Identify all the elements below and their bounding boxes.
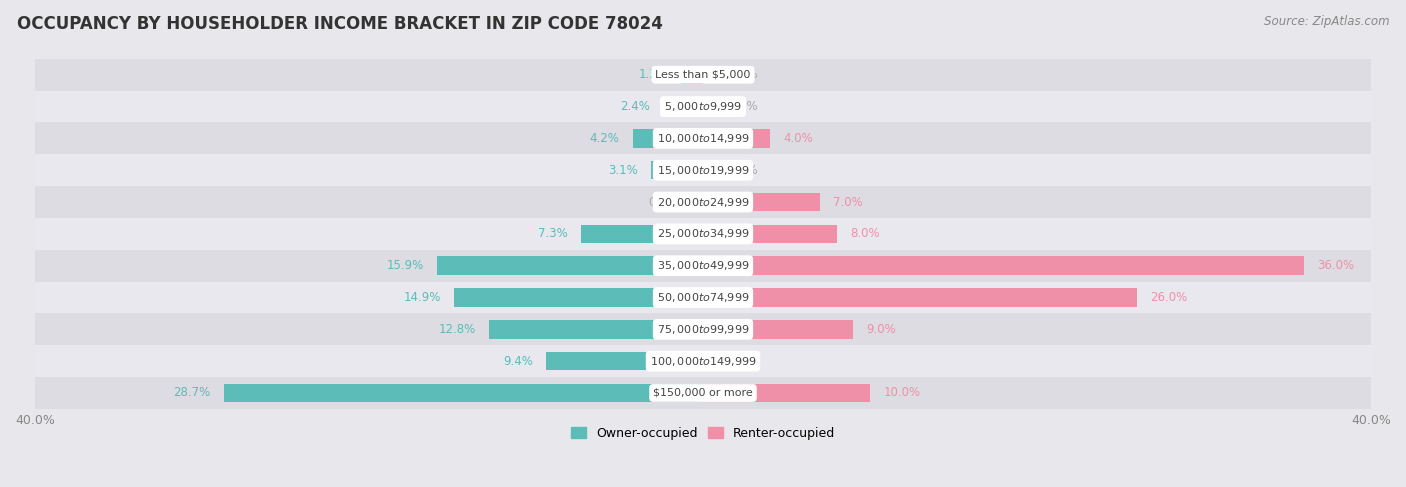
Text: 9.0%: 9.0% [866,323,897,336]
Bar [703,193,820,211]
Text: $50,000 to $74,999: $50,000 to $74,999 [657,291,749,304]
Bar [703,225,837,243]
Bar [437,257,703,275]
Bar [703,257,1305,275]
FancyBboxPatch shape [35,281,1371,314]
Text: $35,000 to $49,999: $35,000 to $49,999 [657,259,749,272]
Text: 3.1%: 3.1% [609,164,638,177]
FancyBboxPatch shape [35,314,1371,345]
Bar [581,225,703,243]
FancyBboxPatch shape [35,218,1371,250]
Bar [703,288,1137,307]
Text: 28.7%: 28.7% [173,387,211,399]
FancyBboxPatch shape [35,154,1371,186]
Text: 15.9%: 15.9% [387,259,425,272]
Text: $10,000 to $14,999: $10,000 to $14,999 [657,132,749,145]
Text: 0.0%: 0.0% [728,164,758,177]
Bar [651,161,703,179]
FancyBboxPatch shape [35,250,1371,281]
Bar [224,384,703,402]
Bar [703,384,870,402]
Bar [703,129,770,148]
Text: 0.0%: 0.0% [728,68,758,81]
Text: $15,000 to $19,999: $15,000 to $19,999 [657,164,749,177]
Bar [633,129,703,148]
FancyBboxPatch shape [35,59,1371,91]
Text: 9.4%: 9.4% [503,355,533,368]
Bar [682,66,703,84]
Text: $5,000 to $9,999: $5,000 to $9,999 [664,100,742,113]
Text: 7.0%: 7.0% [834,196,863,208]
Text: 4.0%: 4.0% [783,132,813,145]
Text: 14.9%: 14.9% [404,291,441,304]
Bar [703,320,853,338]
Text: $25,000 to $34,999: $25,000 to $34,999 [657,227,749,241]
Text: 0.0%: 0.0% [728,100,758,113]
Text: $100,000 to $149,999: $100,000 to $149,999 [650,355,756,368]
Text: Source: ZipAtlas.com: Source: ZipAtlas.com [1264,15,1389,28]
Text: $75,000 to $99,999: $75,000 to $99,999 [657,323,749,336]
Text: $20,000 to $24,999: $20,000 to $24,999 [657,196,749,208]
Text: 12.8%: 12.8% [439,323,475,336]
Text: 36.0%: 36.0% [1317,259,1355,272]
Text: 0.0%: 0.0% [728,355,758,368]
Text: $150,000 or more: $150,000 or more [654,388,752,398]
Bar [489,320,703,338]
Text: 1.3%: 1.3% [638,68,668,81]
Text: 8.0%: 8.0% [851,227,880,241]
FancyBboxPatch shape [35,345,1371,377]
FancyBboxPatch shape [35,91,1371,122]
Text: 10.0%: 10.0% [883,387,921,399]
FancyBboxPatch shape [35,122,1371,154]
Text: OCCUPANCY BY HOUSEHOLDER INCOME BRACKET IN ZIP CODE 78024: OCCUPANCY BY HOUSEHOLDER INCOME BRACKET … [17,15,662,33]
Bar [662,97,703,116]
Bar [454,288,703,307]
Text: 2.4%: 2.4% [620,100,650,113]
FancyBboxPatch shape [35,377,1371,409]
Bar [546,352,703,371]
Text: 7.3%: 7.3% [538,227,568,241]
FancyBboxPatch shape [35,186,1371,218]
Text: Less than $5,000: Less than $5,000 [655,70,751,80]
Text: 0.0%: 0.0% [648,196,678,208]
Text: 26.0%: 26.0% [1150,291,1188,304]
Text: 4.2%: 4.2% [589,132,620,145]
Legend: Owner-occupied, Renter-occupied: Owner-occupied, Renter-occupied [567,422,839,445]
